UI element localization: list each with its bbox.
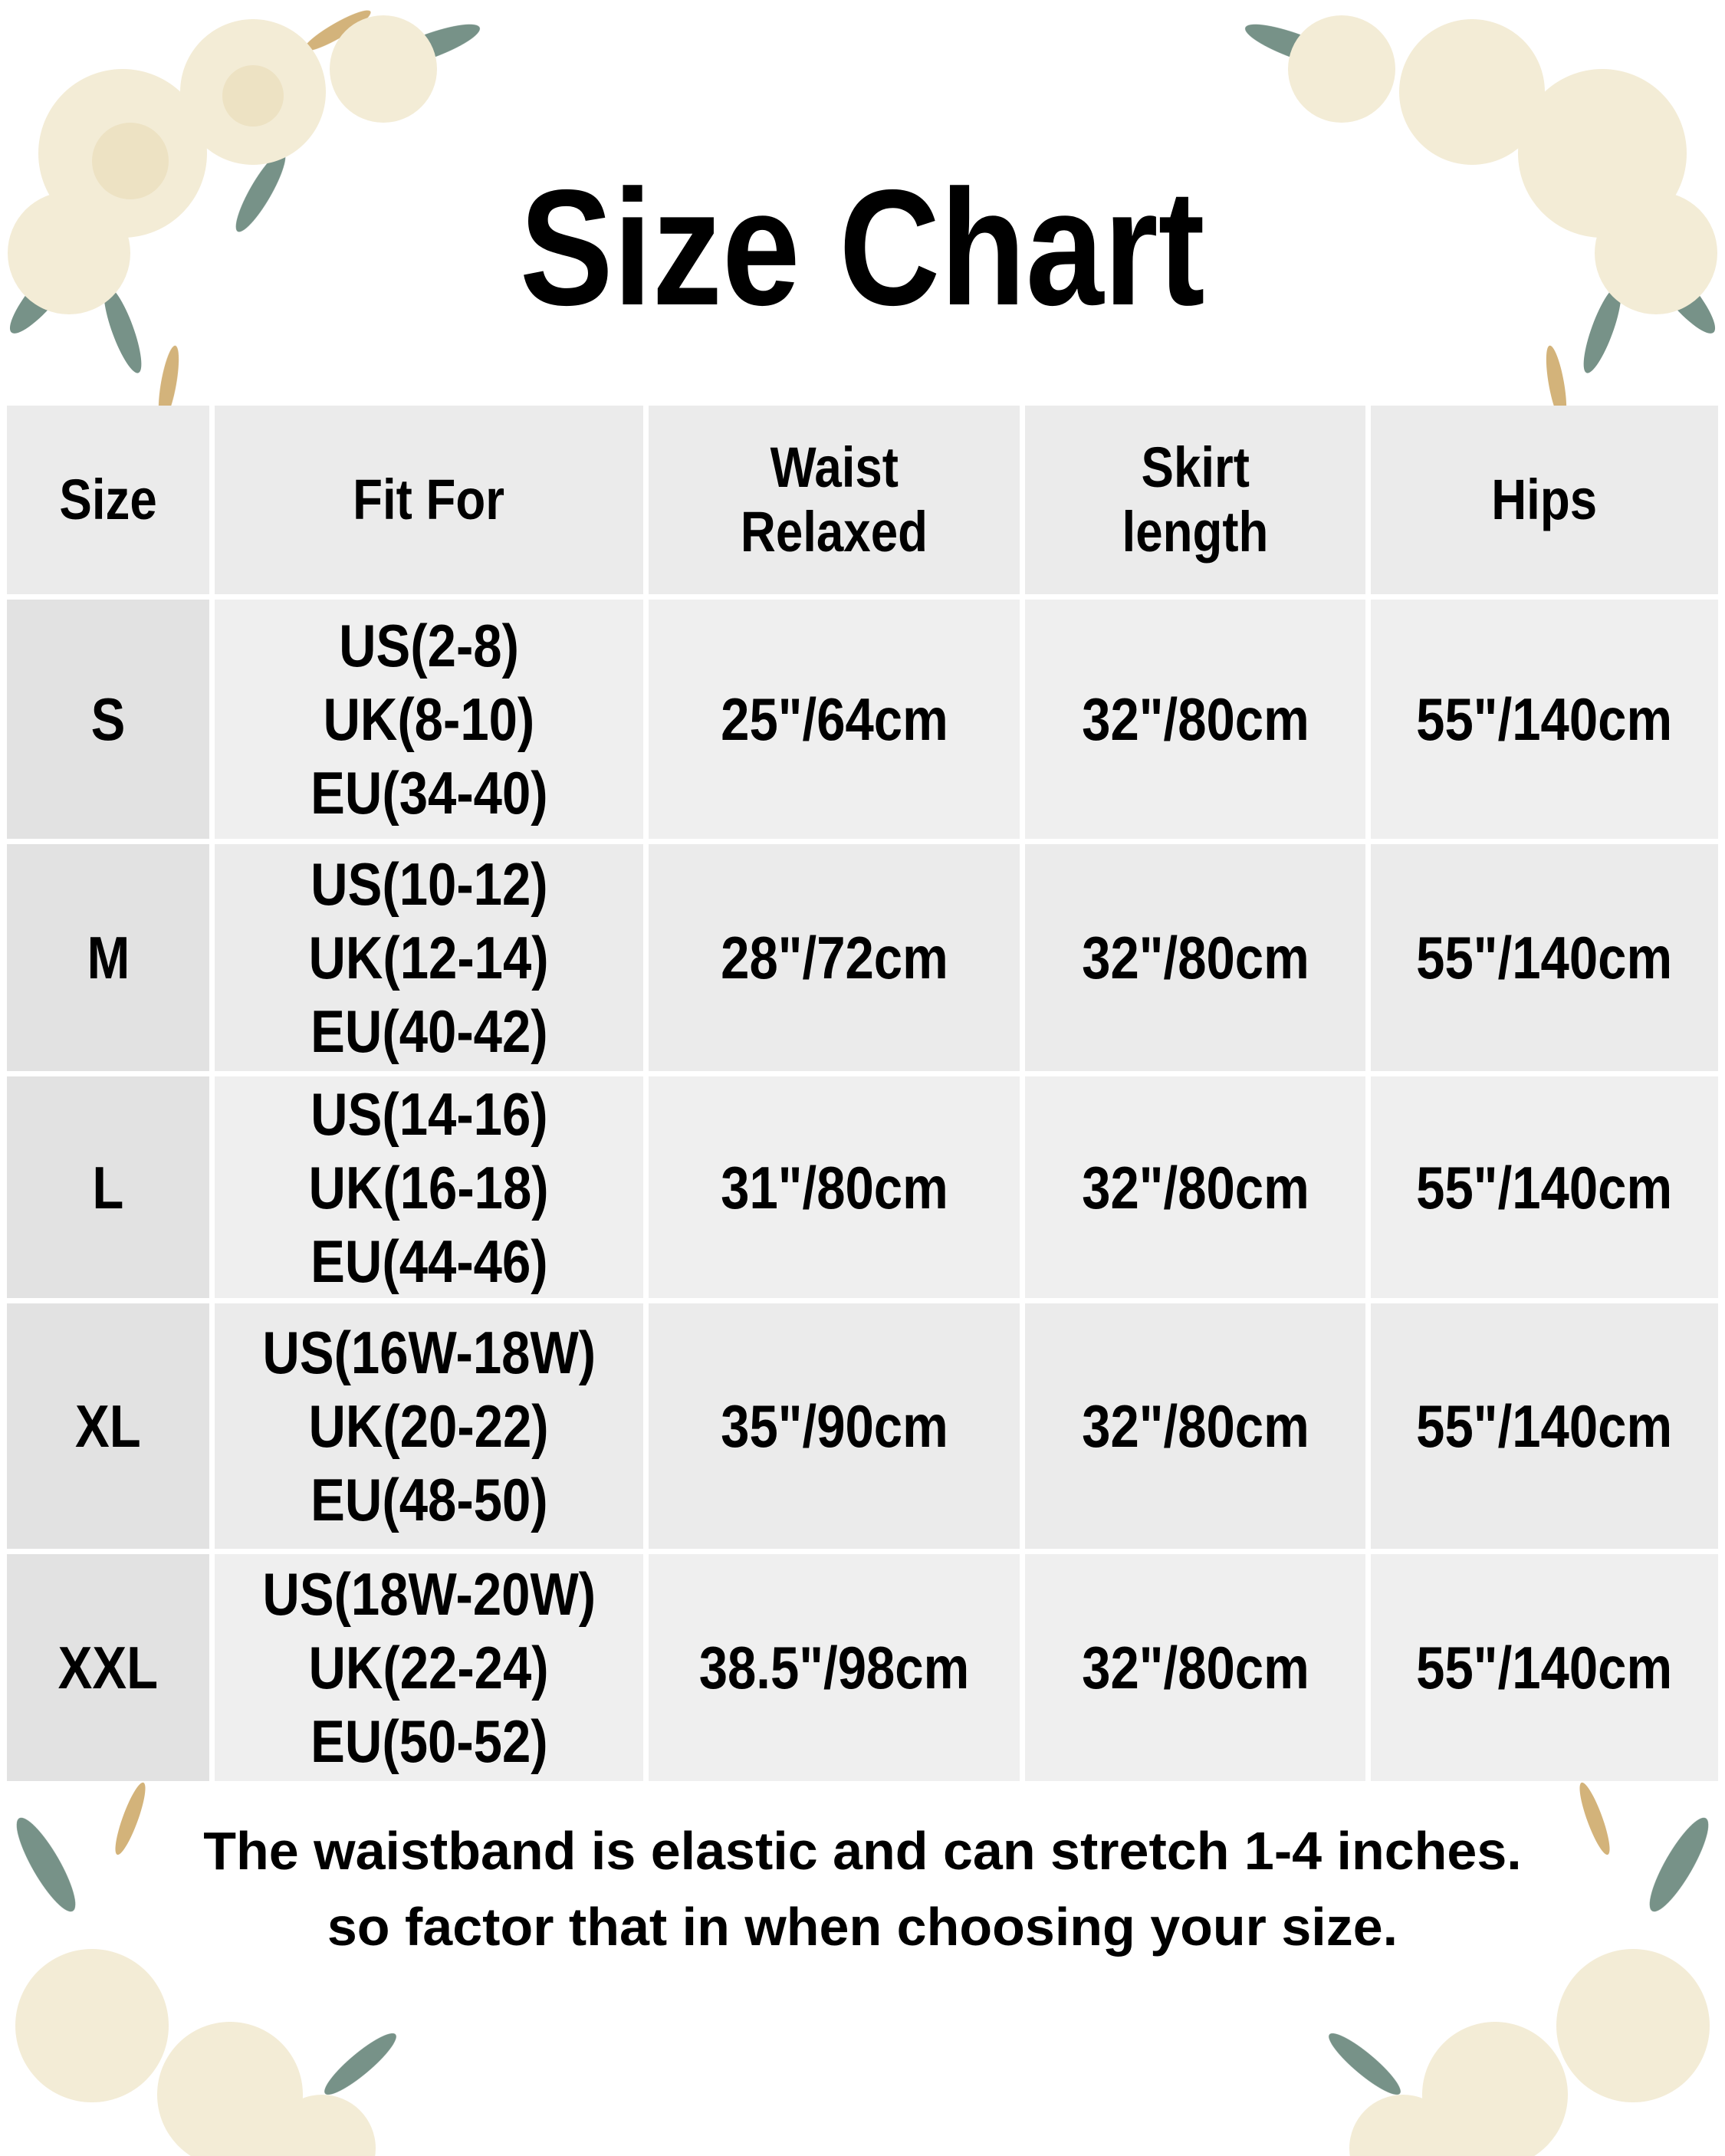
hips-value: 55"/140cm xyxy=(1416,1634,1673,1701)
hips-value: 55"/140cm xyxy=(1416,924,1673,991)
hips-cell: 55"/140cm xyxy=(1371,1076,1718,1298)
header-label: length xyxy=(1122,500,1269,564)
header-label: Relaxed xyxy=(740,500,928,564)
size-label: L xyxy=(92,1153,124,1221)
hips-value: 55"/140cm xyxy=(1416,685,1673,753)
fit-for-line: US(2-8) xyxy=(339,612,519,679)
size-label: M xyxy=(87,924,130,991)
fit-for-cell: US(2-8) UK(8-10) EU(34-40) xyxy=(215,600,643,839)
hips-cell: 55"/140cm xyxy=(1371,600,1718,839)
size-chart-table: Size Fit For Waist Relaxed Skirt length Hips S U… xyxy=(7,406,1718,1781)
header-cell: Size xyxy=(7,406,209,594)
fit-for-line: UK(20-22) xyxy=(308,1392,550,1460)
waist-value: 28"/72cm xyxy=(720,924,948,991)
waist-cell: 38.5"/98cm xyxy=(649,1554,1020,1781)
fit-for-cell: US(18W-20W) UK(22-24) EU(50-52) xyxy=(215,1554,643,1781)
note-line-1: The waistband is elastic and can stretch… xyxy=(203,1821,1522,1881)
skirt-length-value: 32"/80cm xyxy=(1081,1153,1309,1221)
waist-cell: 31"/80cm xyxy=(649,1076,1020,1298)
waist-cell: 25"/64cm xyxy=(649,600,1020,839)
floral-decoration-bottom-left xyxy=(15,1782,396,2156)
header-label: Skirt xyxy=(1141,435,1250,499)
size-cell: L xyxy=(7,1076,209,1298)
floral-decoration-bottom-right xyxy=(1329,1782,1710,2156)
skirt-length-cell: 32"/80cm xyxy=(1025,1076,1365,1298)
fit-for-line: US(14-16) xyxy=(310,1080,548,1148)
fit-for-line: UK(8-10) xyxy=(323,685,535,753)
page-title: Size Chart xyxy=(0,165,1725,330)
skirt-length-cell: 32"/80cm xyxy=(1025,844,1365,1071)
size-label: S xyxy=(90,685,126,753)
floral-decoration-top-left xyxy=(8,10,481,422)
fit-for-line: UK(22-24) xyxy=(308,1634,550,1701)
header-label: Hips xyxy=(1491,468,1598,531)
skirt-length-cell: 32"/80cm xyxy=(1025,1554,1365,1781)
hips-value: 55"/140cm xyxy=(1416,1153,1673,1221)
waist-value: 31"/80cm xyxy=(720,1153,948,1221)
size-cell: XL xyxy=(7,1303,209,1549)
size-cell: XXL xyxy=(7,1554,209,1781)
fit-for-line: EU(50-52) xyxy=(310,1707,548,1775)
waist-value: 35"/90cm xyxy=(720,1392,948,1460)
skirt-length-value: 32"/80cm xyxy=(1081,1392,1309,1460)
skirt-length-cell: 32"/80cm xyxy=(1025,600,1365,839)
fit-for-cell: US(14-16) UK(16-18) EU(44-46) xyxy=(215,1076,643,1298)
size-cell: M xyxy=(7,844,209,1071)
fit-for-line: EU(44-46) xyxy=(310,1227,548,1295)
fit-for-line: UK(12-14) xyxy=(308,924,550,991)
size-label: XL xyxy=(75,1392,141,1460)
fit-for-cell: US(16W-18W) UK(20-22) EU(48-50) xyxy=(215,1303,643,1549)
hips-value: 55"/140cm xyxy=(1416,1392,1673,1460)
floral-decoration-top-right xyxy=(1244,15,1717,422)
skirt-length-value: 32"/80cm xyxy=(1081,685,1309,753)
fit-for-line: US(16W-18W) xyxy=(262,1319,596,1386)
fit-for-line: EU(40-42) xyxy=(310,997,548,1065)
waist-cell: 28"/72cm xyxy=(649,844,1020,1071)
size-label: XXL xyxy=(58,1634,159,1701)
header-label: Fit For xyxy=(353,468,505,531)
header-label: Size xyxy=(59,468,157,531)
skirt-length-value: 32"/80cm xyxy=(1081,1634,1309,1701)
fit-for-line: EU(34-40) xyxy=(310,759,548,827)
fit-for-cell: US(10-12) UK(12-14) EU(40-42) xyxy=(215,844,643,1071)
header-cell: Skirt length xyxy=(1025,406,1365,594)
hips-cell: 55"/140cm xyxy=(1371,844,1718,1071)
hips-cell: 55"/140cm xyxy=(1371,1554,1718,1781)
waist-value: 25"/64cm xyxy=(720,685,948,753)
fit-for-line: UK(16-18) xyxy=(308,1153,550,1221)
waist-value: 38.5"/98cm xyxy=(698,1634,970,1701)
title-text: Size Chart xyxy=(520,155,1205,340)
skirt-length-value: 32"/80cm xyxy=(1081,924,1309,991)
header-cell: Fit For xyxy=(215,406,643,594)
skirt-length-cell: 32"/80cm xyxy=(1025,1303,1365,1549)
note-line-2: so factor that in when choosing your siz… xyxy=(327,1897,1398,1957)
header-cell: Hips xyxy=(1371,406,1718,594)
fit-for-line: US(18W-20W) xyxy=(262,1560,596,1628)
header-label: Waist xyxy=(770,435,899,499)
waistband-note: The waistband is elastic and can stretch… xyxy=(0,1813,1725,1965)
hips-cell: 55"/140cm xyxy=(1371,1303,1718,1549)
waist-cell: 35"/90cm xyxy=(649,1303,1020,1549)
fit-for-line: US(10-12) xyxy=(310,850,548,918)
fit-for-line: EU(48-50) xyxy=(310,1466,548,1533)
size-cell: S xyxy=(7,600,209,839)
header-cell: Waist Relaxed xyxy=(649,406,1020,594)
